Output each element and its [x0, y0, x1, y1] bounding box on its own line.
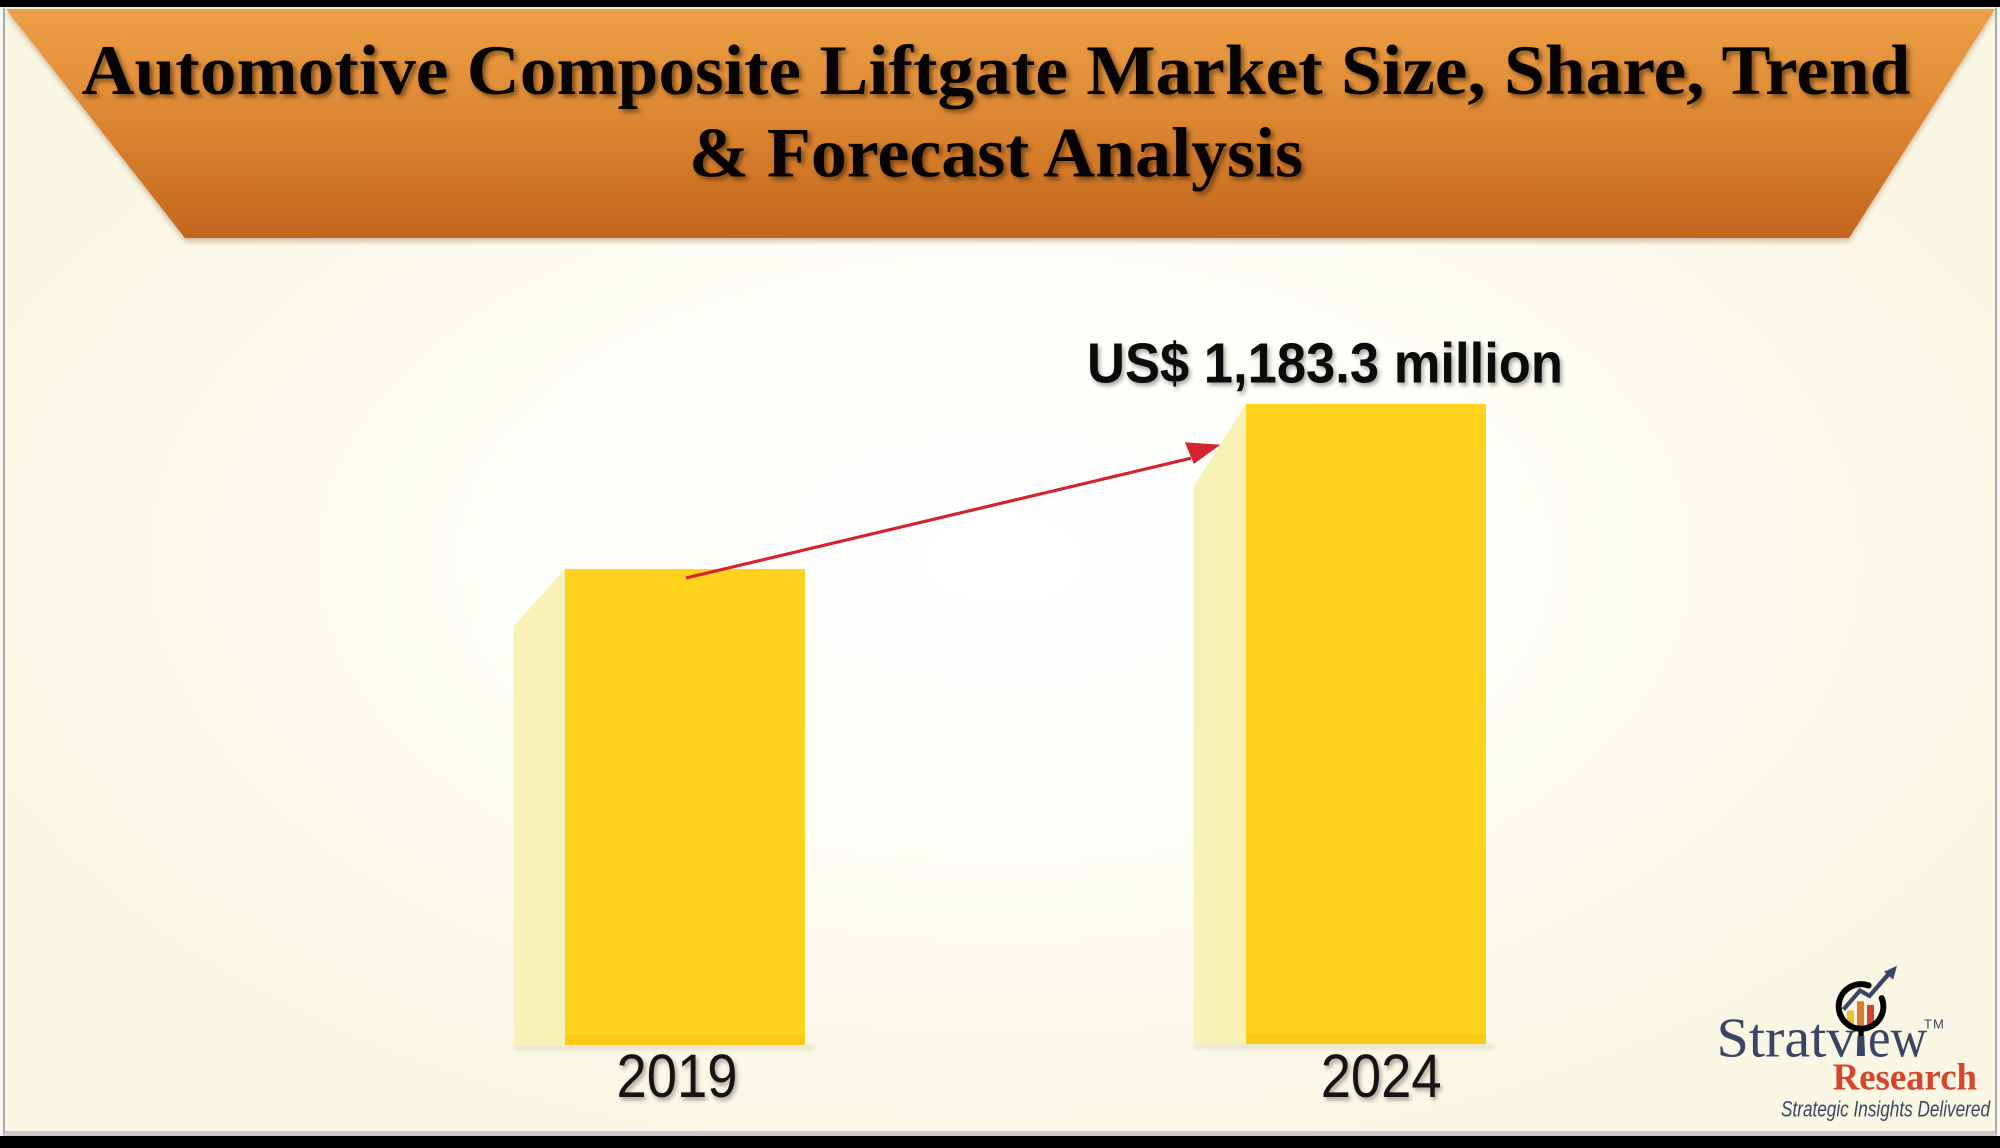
svg-text:Research: Research [1833, 1057, 1977, 1099]
svg-text:& Forecast Analysis: & Forecast Analysis [689, 115, 1303, 193]
svg-text:US$ 1,183.3 million: US$ 1,183.3 million [1087, 332, 1563, 396]
svg-text:2024: 2024 [1321, 1042, 1442, 1111]
svg-text:Strategic Insights Delivered: Strategic Insights Delivered [1781, 1096, 1991, 1121]
svg-text:2019: 2019 [617, 1042, 738, 1111]
svg-text:Automotive Composite Liftgate: Automotive Composite Liftgate Market Siz… [82, 32, 1911, 110]
svg-text:Stratv: Stratv [1717, 1008, 1856, 1070]
svg-text:ew: ew [1868, 1008, 1928, 1070]
svg-text:TM: TM [1924, 1017, 1945, 1032]
